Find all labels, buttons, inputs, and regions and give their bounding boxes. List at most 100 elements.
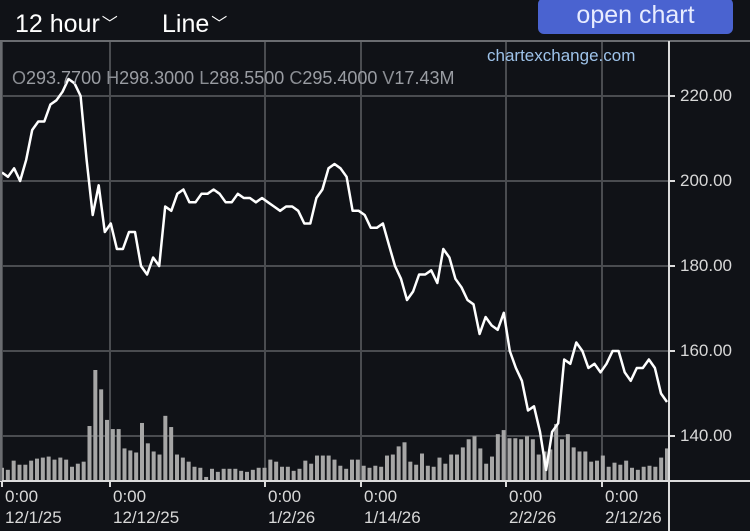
volume-bar xyxy=(297,468,302,480)
volume-bar xyxy=(140,422,144,480)
volume-bar xyxy=(46,456,51,480)
volume-bar xyxy=(635,469,640,480)
volume-bar xyxy=(99,389,104,480)
volume-bar xyxy=(624,460,629,480)
x-tick-date: 2/12/26 xyxy=(605,508,662,527)
volume-bar xyxy=(75,463,80,480)
volume-bar xyxy=(513,438,518,480)
volume-bar xyxy=(571,447,576,480)
volume-bar xyxy=(35,458,39,480)
volume-bar xyxy=(554,423,559,480)
volume-bar xyxy=(367,467,372,480)
volume-bar xyxy=(495,434,500,480)
volume-bar xyxy=(595,460,599,480)
x-tick-date: 12/1/25 xyxy=(5,508,62,527)
volume-bar xyxy=(93,370,98,480)
volume-bar xyxy=(484,463,489,480)
volume-bar xyxy=(630,467,634,480)
volume-bar xyxy=(414,464,419,480)
volume-bar xyxy=(361,465,366,480)
volume-bar xyxy=(122,448,127,480)
volume-bar xyxy=(256,467,261,480)
volume-bar xyxy=(186,461,191,480)
volume-bar xyxy=(536,454,541,480)
x-tick-date: 1/2/26 xyxy=(268,508,316,527)
volume-bar xyxy=(180,457,185,480)
volume-bar xyxy=(600,455,605,480)
x-tick-time: 0:00 xyxy=(268,487,302,506)
volume-bars xyxy=(0,370,669,480)
volume-bar xyxy=(326,455,331,480)
volume-bar xyxy=(134,452,139,480)
interval-select[interactable]: 12 hour ﹀ xyxy=(15,10,118,39)
high-label: H xyxy=(106,68,120,88)
volume-bar xyxy=(437,457,442,480)
volume-bar xyxy=(379,466,384,480)
volume-bar xyxy=(332,459,337,480)
chart-type-select[interactable]: Line ﹀ xyxy=(162,10,227,39)
volume-value: 17.43M xyxy=(394,68,455,88)
volume-bar xyxy=(303,460,308,480)
volume-bar xyxy=(70,466,74,480)
volume-bar xyxy=(81,461,86,480)
volume-bar xyxy=(612,462,617,480)
high-value: 298.3000 xyxy=(119,68,195,88)
volume-bar xyxy=(215,471,220,480)
volume-bar xyxy=(443,463,448,480)
x-tick-label: 0:00 12/1/25 xyxy=(5,486,62,528)
volume-bar xyxy=(449,454,454,480)
x-tick-time: 0:00 xyxy=(364,487,398,506)
volume-bar xyxy=(210,468,214,480)
volume-bar xyxy=(11,460,16,480)
volume-bar xyxy=(478,448,483,480)
volume-bar xyxy=(151,451,156,480)
chevron-down-icon: ﹀ xyxy=(101,16,118,33)
volume-bar xyxy=(23,464,28,480)
volume-bar xyxy=(525,436,529,480)
volume-bar xyxy=(221,468,226,480)
volume-bar xyxy=(52,459,57,480)
volume-bar xyxy=(373,465,378,480)
volume-bar xyxy=(530,439,535,480)
low-label: L xyxy=(199,68,210,88)
x-tick-time: 0:00 xyxy=(5,487,39,506)
volume-bar xyxy=(408,461,413,480)
volume-bar xyxy=(560,439,564,480)
chart-type-label: Line xyxy=(162,10,210,38)
volume-bar xyxy=(402,442,407,480)
ohlc-readout: O293.7700 H298.3000 L288.5500 C295.4000 … xyxy=(12,68,454,89)
x-tick-label: 0:00 12/12/25 xyxy=(113,486,179,528)
volume-bar xyxy=(466,439,471,480)
volume-bar xyxy=(250,469,255,480)
volume-bar xyxy=(385,455,389,480)
y-tick-label: 200.00 xyxy=(680,171,732,190)
volume-bar xyxy=(460,447,465,480)
volume-bar xyxy=(169,427,174,480)
volume-bar xyxy=(501,430,506,480)
volume-bar xyxy=(519,439,524,480)
watermark[interactable]: chartexchange.com xyxy=(487,46,636,65)
volume-bar xyxy=(344,468,349,480)
volume-bar xyxy=(665,448,669,480)
chevron-down-icon: ﹀ xyxy=(211,16,228,33)
x-tick-label: 0:00 1/14/26 xyxy=(364,486,421,528)
interval-label: 12 hour xyxy=(15,10,100,38)
y-tick-label: 140.00 xyxy=(680,426,732,445)
volume-label: V xyxy=(382,68,395,88)
x-tick-label: 0:00 1/2/26 xyxy=(268,486,315,528)
open-chart-button[interactable]: open chart xyxy=(538,0,733,34)
volume-bar xyxy=(565,434,570,480)
volume-bar xyxy=(589,461,594,480)
volume-bar xyxy=(29,460,34,480)
close-label: C xyxy=(289,68,303,88)
volume-bar xyxy=(17,464,22,480)
volume-bar xyxy=(227,468,232,480)
volume-bar xyxy=(198,467,203,480)
open-label: O xyxy=(12,68,27,88)
volume-bar xyxy=(245,471,249,480)
volume-bar xyxy=(309,463,314,480)
volume-bar xyxy=(262,467,267,480)
volume-bar xyxy=(350,459,354,480)
volume-bar xyxy=(315,455,319,480)
